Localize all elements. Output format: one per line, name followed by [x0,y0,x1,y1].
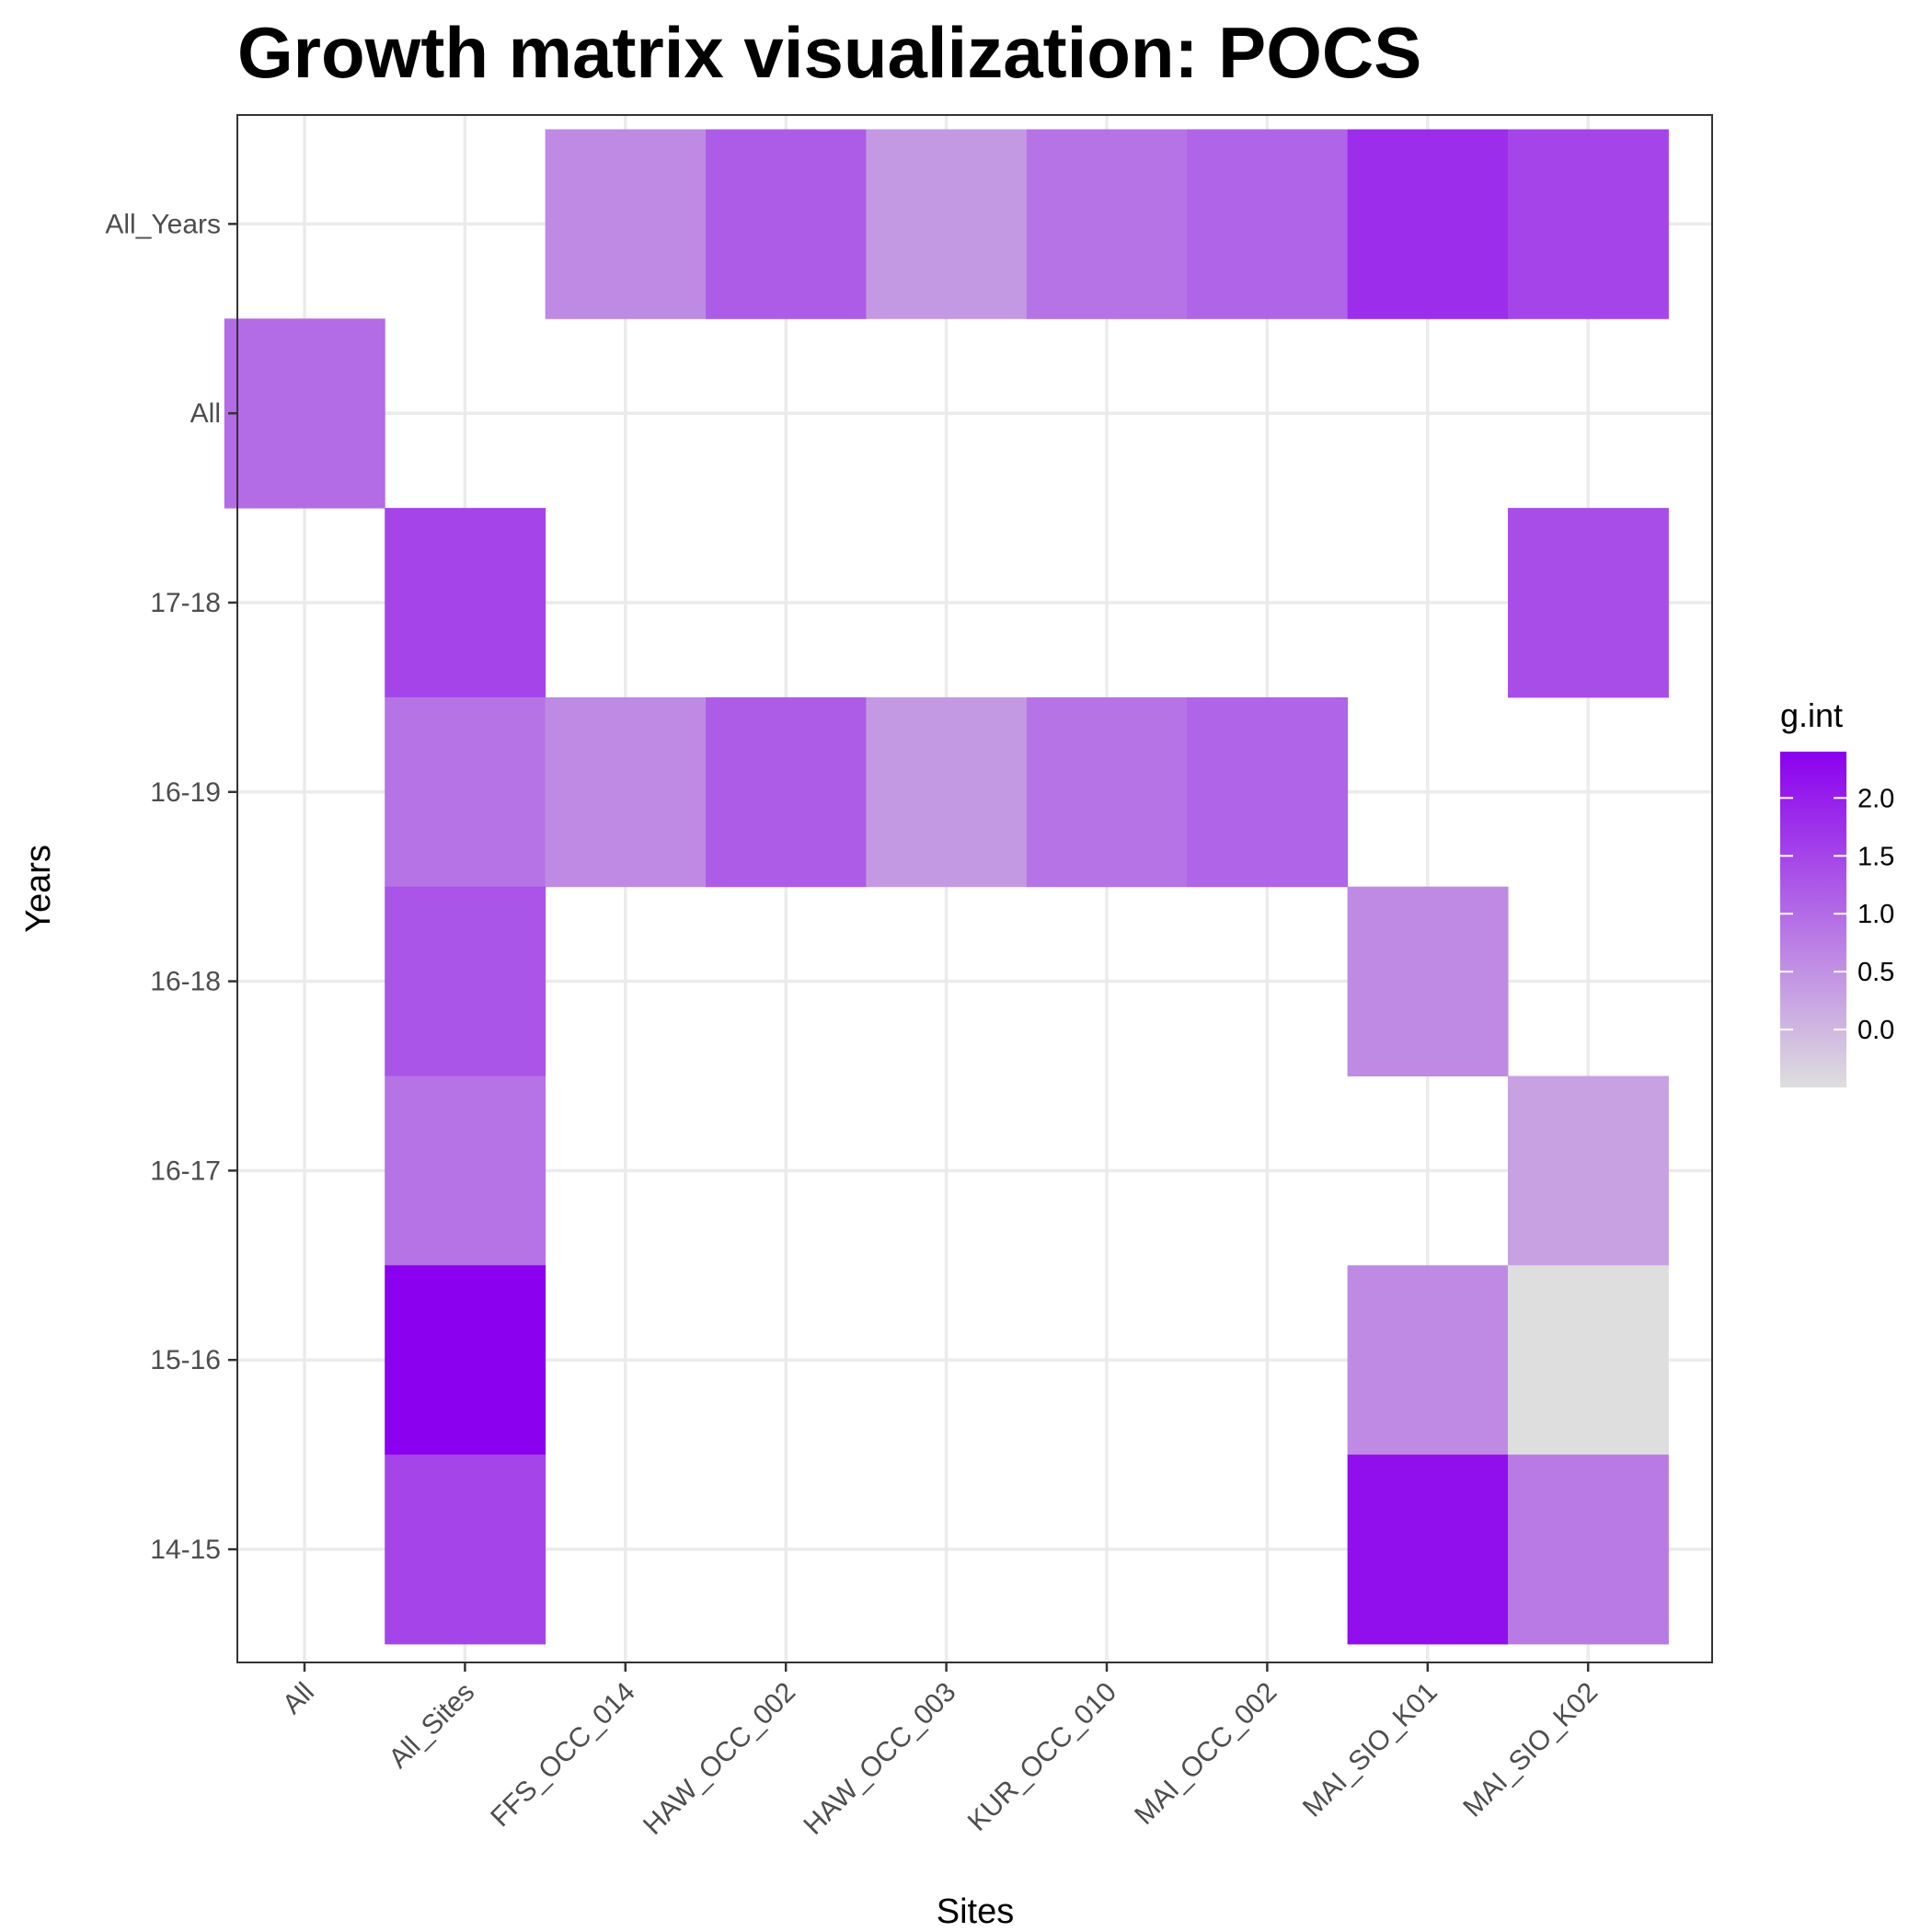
heatmap-cell [385,508,546,698]
x-tick-label: MAI_SIO_K02 [1457,1677,1604,1823]
chart-title: Growth matrix visualization: POCS [237,12,1421,93]
heatmap-cell [1187,129,1349,319]
y-tick-label: 16-19 [150,777,221,808]
heatmap-cell [1508,1075,1669,1266]
heatmap-cell [385,696,546,888]
y-axis: 14-15 15-16 16-17 16-18 16-19 17-18 All All_Yea… [105,209,237,1565]
x-tick-label: KUR_OCC_010 [962,1677,1122,1837]
heatmap-cell [1508,1455,1669,1645]
legend-title: g.int [1780,696,1843,734]
y-tick-label: 17-18 [150,588,221,618]
heatmap-cell [545,696,707,888]
heatmap-cell [224,318,385,509]
y-tick-label: 16-17 [150,1156,221,1186]
heatmap-cell [866,129,1028,319]
x-tick-label: FFS_OCC_014 [485,1677,641,1834]
y-tick-label: 14-15 [150,1535,221,1565]
x-tick-label: HAW_OCC_003 [798,1677,961,1841]
legend-tick-label: 0.0 [1857,1016,1894,1045]
heatmap-cells [224,129,1669,1645]
legend-tick-label: 1.0 [1857,900,1894,929]
legend-tick-label: 1.5 [1857,842,1894,871]
heatmap-cell [706,129,867,319]
legend-colorbar [1780,752,1846,1087]
x-tick-label: MAI_OCC_002 [1129,1677,1282,1831]
heatmap-cell [1347,1265,1509,1455]
heatmap-cell [1347,886,1509,1076]
y-tick-label: All_Years [105,209,221,239]
heatmap-cell [1026,696,1188,888]
heatmap-cell [385,1265,546,1455]
x-tick-label: HAW_OCC_002 [638,1677,801,1841]
x-axis: All All_Sites FFS_OCC_014HAW_OCC_002HAW_OC… [277,1662,1604,1841]
y-tick-label: 15-16 [150,1345,221,1375]
heatmap-cell [1187,696,1349,888]
y-axis-title: Years [19,845,58,933]
heatmap-cell [385,1075,546,1266]
heatmap-cell [706,696,867,888]
heatmap-cell [1347,1455,1509,1645]
legend-tick-label: 2.0 [1857,784,1894,813]
x-tick-label: All_Sites [383,1677,480,1775]
legend-ticks: 2.0 1.5 1.0 0.5 0.0 [1780,784,1894,1045]
color-legend: g.int 2.0 1.5 1.0 0.5 0.0 [1780,696,1894,1087]
heatmap-cell [1508,129,1669,319]
heatmap-cell [1026,129,1188,319]
y-tick-label: 16-18 [150,967,221,997]
legend-tick-label: 0.5 [1857,958,1894,987]
panel-border [236,114,1713,1663]
heatmap-cell [1508,1265,1669,1455]
heatmap-cell [385,886,546,1076]
x-tick-label: All [277,1677,320,1720]
heatmap-cell [545,129,707,319]
heatmap-cell [1508,508,1669,698]
x-tick-label: MAI_SIO_K01 [1297,1677,1443,1823]
heatmap-cell [1347,129,1509,319]
heatmap-cell [866,696,1028,888]
x-axis-title: Sites [937,1892,1014,1931]
y-tick-label: All [190,398,221,429]
heatmap-cell [385,1455,546,1645]
